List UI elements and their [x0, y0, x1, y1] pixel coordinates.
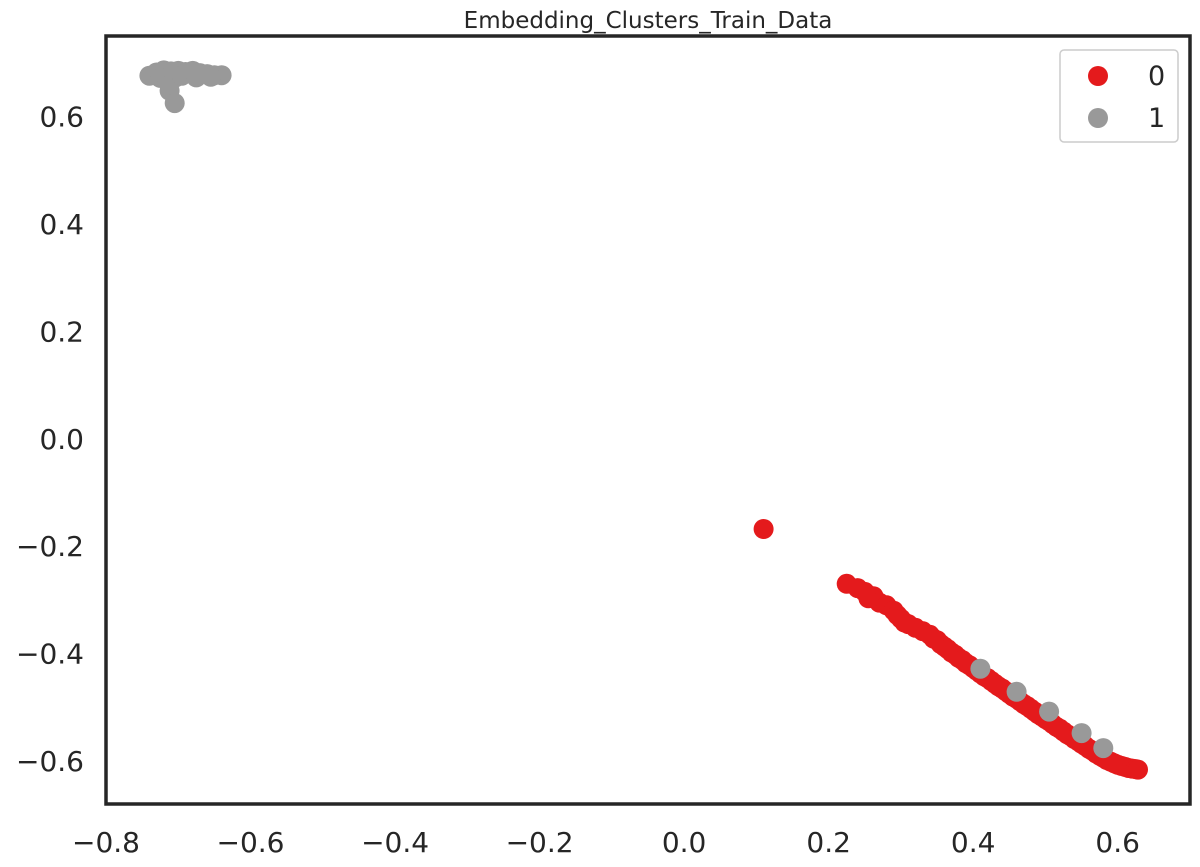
point-series-0-0 [753, 519, 774, 539]
y-tick-label: −0.4 [16, 638, 84, 671]
x-tick-label: −0.2 [506, 826, 574, 859]
plot-frame [104, 34, 1192, 806]
legend-label-0: 0 [1148, 61, 1165, 92]
point-series-1-20 [1006, 681, 1027, 702]
y-tick-label: 0.6 [39, 101, 84, 134]
x-tick-label: 0.4 [951, 826, 996, 859]
chart-title: Embedding_Clusters_Train_Data [464, 8, 833, 34]
legend: 0 1 [1059, 49, 1179, 143]
x-tick-label: 0.0 [662, 826, 707, 859]
y-axis-ticks: −0.6 −0.4 −0.2 0.0 0.2 0.4 0.6 [16, 101, 84, 778]
x-tick-label: −0.6 [217, 826, 285, 859]
legend-marker-0 [1088, 66, 1108, 86]
point-series-1-16 [200, 66, 221, 87]
y-tick-label: 0.2 [39, 315, 84, 348]
point-series-1-18 [164, 93, 185, 114]
point-series-0-73 [1128, 759, 1148, 780]
y-tick-label: 0.4 [39, 208, 84, 241]
point-series-1-15 [186, 67, 207, 88]
point-series-1-22 [1071, 723, 1092, 744]
point-series-1-19 [970, 658, 991, 679]
legend-marker-1 [1088, 108, 1108, 128]
points-layer [139, 60, 1148, 780]
legend-label-1: 1 [1148, 103, 1165, 134]
y-tick-label: −0.6 [16, 745, 84, 778]
y-tick-label: −0.2 [16, 530, 84, 563]
point-series-1-21 [1039, 701, 1060, 722]
x-tick-label: 0.6 [1095, 826, 1140, 859]
point-series-1-23 [1093, 738, 1114, 759]
x-axis-ticks: −0.8 −0.6 −0.4 −0.2 0.0 0.2 0.4 0.6 [72, 826, 1140, 859]
y-tick-label: 0.0 [39, 423, 84, 456]
x-tick-label: 0.2 [806, 826, 851, 859]
x-tick-label: −0.4 [361, 826, 429, 859]
x-tick-label: −0.8 [72, 826, 140, 859]
